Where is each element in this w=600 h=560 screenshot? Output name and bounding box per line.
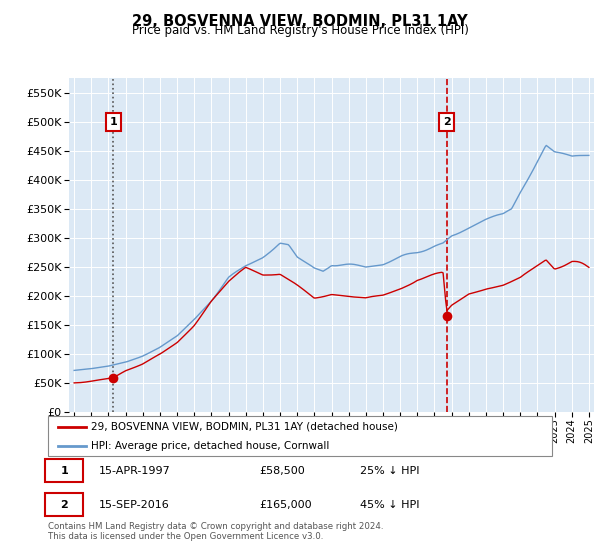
Text: 29, BOSVENNA VIEW, BODMIN, PL31 1AY: 29, BOSVENNA VIEW, BODMIN, PL31 1AY bbox=[132, 14, 468, 29]
Text: 1: 1 bbox=[61, 466, 68, 476]
Text: HPI: Average price, detached house, Cornwall: HPI: Average price, detached house, Corn… bbox=[91, 441, 329, 450]
Text: 15-SEP-2016: 15-SEP-2016 bbox=[98, 500, 169, 510]
FancyBboxPatch shape bbox=[48, 416, 552, 456]
Text: £58,500: £58,500 bbox=[260, 466, 305, 476]
Text: 2: 2 bbox=[61, 500, 68, 510]
Text: 2: 2 bbox=[443, 117, 451, 127]
Text: 29, BOSVENNA VIEW, BODMIN, PL31 1AY (detached house): 29, BOSVENNA VIEW, BODMIN, PL31 1AY (det… bbox=[91, 422, 398, 432]
Text: 25% ↓ HPI: 25% ↓ HPI bbox=[361, 466, 420, 476]
Text: 45% ↓ HPI: 45% ↓ HPI bbox=[361, 500, 420, 510]
Text: £165,000: £165,000 bbox=[260, 500, 313, 510]
Text: Price paid vs. HM Land Registry's House Price Index (HPI): Price paid vs. HM Land Registry's House … bbox=[131, 24, 469, 36]
FancyBboxPatch shape bbox=[46, 493, 83, 516]
Text: 1: 1 bbox=[110, 117, 118, 127]
Text: 15-APR-1997: 15-APR-1997 bbox=[98, 466, 170, 476]
Text: Contains HM Land Registry data © Crown copyright and database right 2024.
This d: Contains HM Land Registry data © Crown c… bbox=[48, 522, 383, 542]
FancyBboxPatch shape bbox=[46, 459, 83, 482]
